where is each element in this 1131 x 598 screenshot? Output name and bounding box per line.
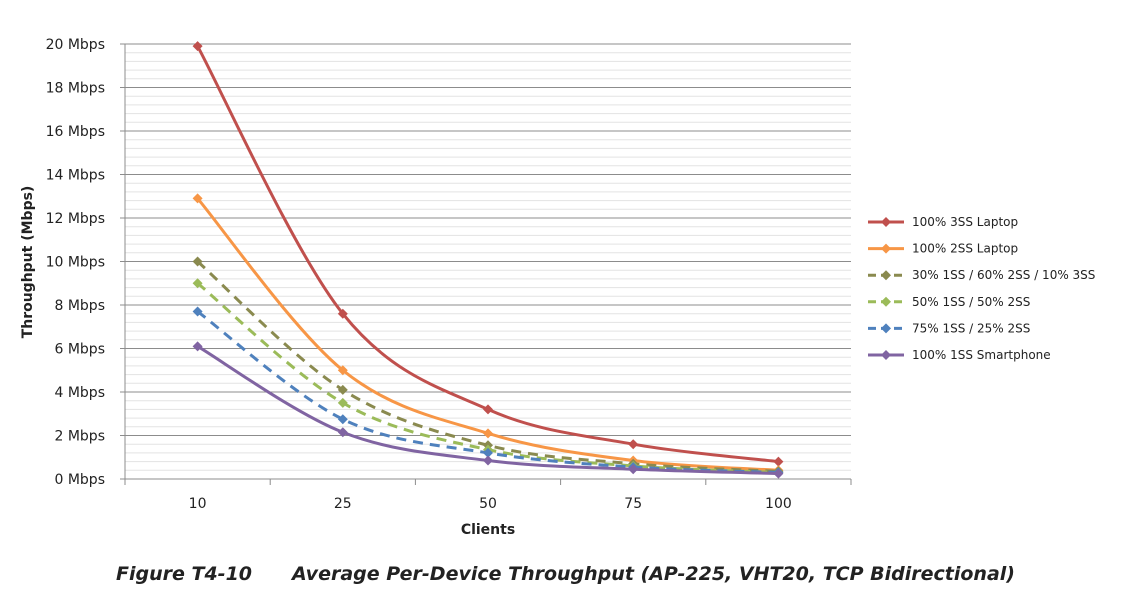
- x-tick-label: 50: [479, 496, 497, 512]
- series-lines: [192, 41, 784, 479]
- data-point-marker: [628, 439, 639, 450]
- data-point-marker: [192, 256, 203, 267]
- legend-label: 100% 3SS Laptop: [912, 215, 1018, 229]
- gridlines: [124, 43, 851, 480]
- data-point-marker: [192, 41, 203, 52]
- y-axis-label: Throughput (Mbps): [20, 186, 36, 339]
- data-point-marker: [337, 427, 348, 438]
- line-chart: 0 Mbps 2 Mbps 4 Mbps 6 Mbps 8 Mbps 10 Mbps 12 …: [20, 37, 1095, 538]
- data-point-marker: [628, 464, 639, 475]
- series-line: [196, 197, 779, 472]
- y-tick-label: 18 Mbps: [46, 81, 105, 97]
- data-point-marker: [483, 404, 493, 415]
- data-point-marker: [773, 456, 784, 467]
- data-point-marker: [337, 384, 348, 395]
- data-point-marker: [192, 306, 203, 317]
- x-tick-label: 25: [334, 496, 352, 512]
- x-axis-label: Clients: [461, 522, 515, 538]
- y-tick-label: 12 Mbps: [46, 211, 105, 227]
- legend-marker: [881, 243, 891, 254]
- series-0: [192, 41, 784, 467]
- data-point-marker: [192, 193, 203, 204]
- legend-marker: [881, 323, 891, 334]
- legend-marker: [881, 217, 891, 227]
- x-tick-label: 100: [765, 496, 792, 512]
- series-line: [196, 45, 779, 464]
- x-axis-ticks: 10 25 50 75 100: [124, 479, 852, 512]
- data-point-marker: [483, 447, 493, 458]
- y-tick-label: 6 Mbps: [54, 342, 105, 358]
- series-5: [192, 341, 784, 479]
- figure-title: Average Per-Device Throughput (AP-225, V…: [292, 563, 1015, 585]
- y-tick-label: 10 Mbps: [46, 255, 105, 271]
- y-tick-label: 20 Mbps: [46, 37, 105, 53]
- legend-label: 75% 1SS / 25% 2SS: [912, 321, 1030, 335]
- data-point-marker: [773, 468, 784, 479]
- data-point-marker: [483, 455, 493, 466]
- series-2: [192, 256, 784, 477]
- y-tick-label: 2 Mbps: [54, 429, 105, 445]
- data-point-marker: [483, 428, 493, 439]
- y-tick-label: 0 Mbps: [54, 472, 105, 488]
- y-axis-ticks: 0 Mbps 2 Mbps 4 Mbps 6 Mbps 8 Mbps 10 Mbps 12 …: [46, 37, 125, 488]
- y-tick-label: 14 Mbps: [46, 168, 105, 184]
- data-point-marker: [337, 308, 348, 319]
- legend-marker: [881, 350, 891, 360]
- y-tick-label: 16 Mbps: [46, 124, 105, 140]
- data-point-marker: [192, 341, 203, 352]
- data-point-marker: [192, 278, 203, 289]
- data-point-marker: [337, 365, 348, 376]
- x-tick-label: 75: [624, 496, 642, 512]
- y-tick-label: 8 Mbps: [54, 298, 105, 314]
- legend-marker: [881, 296, 891, 307]
- figure-number: Figure T4-10: [116, 563, 253, 585]
- legend-label: 30% 1SS / 60% 2SS / 10% 3SS: [912, 268, 1095, 282]
- y-tick-label: 4 Mbps: [54, 385, 105, 401]
- figure-caption: Figure T4-10 Average Per-Device Throughpu…: [0, 563, 1131, 585]
- legend-label: 100% 2SS Laptop: [912, 242, 1018, 256]
- series-line: [196, 260, 779, 473]
- data-point-marker: [337, 414, 348, 425]
- legend-label: 50% 1SS / 50% 2SS: [912, 295, 1030, 309]
- legend-label: 100% 1SS Smartphone: [912, 348, 1051, 362]
- x-tick-label: 10: [189, 496, 207, 512]
- data-point-marker: [337, 397, 348, 408]
- legend-marker: [881, 270, 891, 281]
- legend: 100% 3SS Laptop 100% 2SS Laptop 30% 1SS / …: [868, 215, 1095, 362]
